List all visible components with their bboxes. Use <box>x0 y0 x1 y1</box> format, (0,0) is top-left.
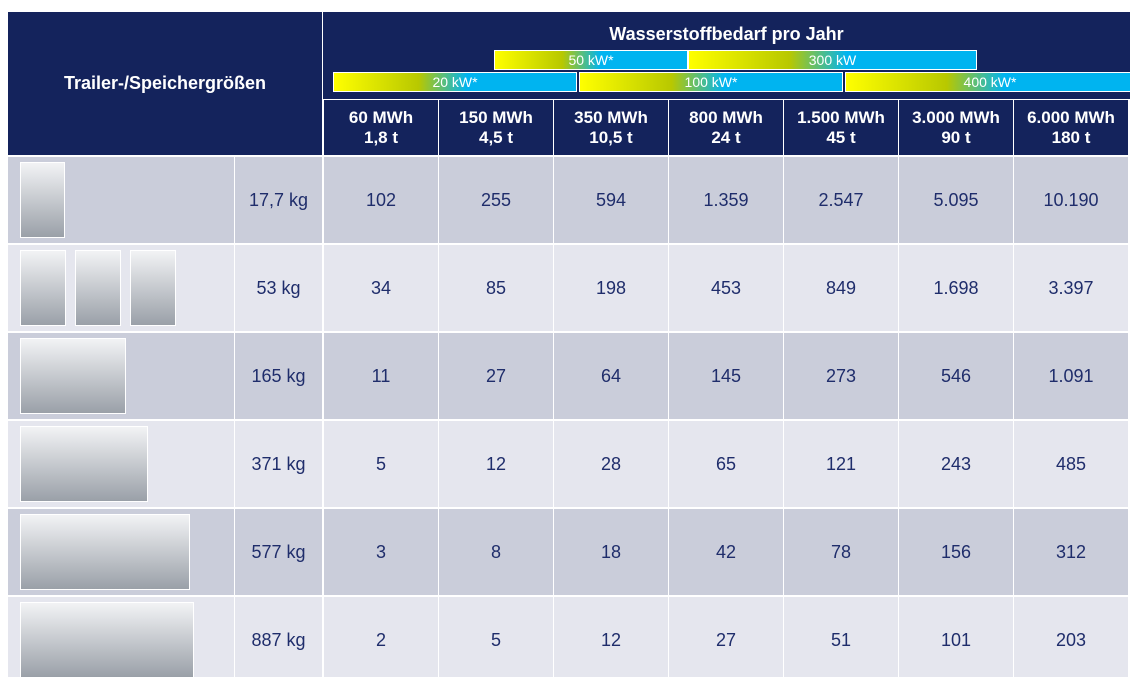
column-header-line: 90 t <box>941 128 970 148</box>
value-cell: 10.190 <box>1014 157 1128 243</box>
demand-title: Wasserstoffbedarf pro Jahr <box>323 24 1130 45</box>
weight-cell: 887 kg <box>235 597 322 677</box>
value-cell: 28 <box>554 421 668 507</box>
value-cell: 101 <box>899 597 1013 677</box>
value-cell: 11 <box>324 333 438 419</box>
column-header-line: 1.500 MWh <box>797 108 885 128</box>
column-header-line: 350 MWh <box>574 108 648 128</box>
weight-cell: 371 kg <box>235 421 322 507</box>
value-cell: 34 <box>324 245 438 331</box>
storage-image <box>20 426 148 502</box>
value-cell: 3.397 <box>1014 245 1128 331</box>
value-cell: 121 <box>784 421 898 507</box>
value-cell: 546 <box>899 333 1013 419</box>
weight-cell: 577 kg <box>235 509 322 595</box>
value-cell: 5 <box>439 597 553 677</box>
value-cell: 42 <box>669 509 783 595</box>
value-cell: 203 <box>1014 597 1128 677</box>
page: Trailer-/Speichergrößen Wasserstoffbedar… <box>0 0 1130 677</box>
value-cell: 51 <box>784 597 898 677</box>
column-header-line: 180 t <box>1052 128 1091 148</box>
value-cell: 849 <box>784 245 898 331</box>
value-cell: 27 <box>439 333 553 419</box>
column-header-line: 150 MWh <box>459 108 533 128</box>
value-cell: 18 <box>554 509 668 595</box>
value-cell: 12 <box>439 421 553 507</box>
value-cell: 27 <box>669 597 783 677</box>
value-cell: 8 <box>439 509 553 595</box>
value-cell: 485 <box>1014 421 1128 507</box>
value-cell: 198 <box>554 245 668 331</box>
power-band: 100 kW* <box>579 72 843 92</box>
weight-cell: 53 kg <box>235 245 322 331</box>
value-cell: 255 <box>439 157 553 243</box>
value-cell: 1.091 <box>1014 333 1128 419</box>
column-header-line: 60 MWh <box>349 108 413 128</box>
value-cell: 594 <box>554 157 668 243</box>
column-header-line: 6.000 MWh <box>1027 108 1115 128</box>
value-cell: 273 <box>784 333 898 419</box>
value-cell: 453 <box>669 245 783 331</box>
value-cell: 2.547 <box>784 157 898 243</box>
value-cell: 65 <box>669 421 783 507</box>
storage-image <box>20 250 66 326</box>
value-cell: 64 <box>554 333 668 419</box>
power-band: 20 kW* <box>333 72 577 92</box>
column-header-line: 45 t <box>826 128 855 148</box>
column-header-line: 10,5 t <box>589 128 632 148</box>
value-cell: 243 <box>899 421 1013 507</box>
power-band: 50 kW* <box>494 50 688 70</box>
value-cell: 1.359 <box>669 157 783 243</box>
power-band: 300 kW <box>688 50 977 70</box>
column-header-line: 800 MWh <box>689 108 763 128</box>
column-header-line: 4,5 t <box>479 128 513 148</box>
row-label-header: Trailer-/Speichergrößen <box>8 12 322 155</box>
weight-cell: 17,7 kg <box>235 157 322 243</box>
value-cell: 12 <box>554 597 668 677</box>
column-header-line: 24 t <box>711 128 740 148</box>
storage-image <box>20 602 194 677</box>
value-cell: 3 <box>324 509 438 595</box>
value-cell: 145 <box>669 333 783 419</box>
power-band: 400 kW* <box>845 72 1130 92</box>
weight-cell: 165 kg <box>235 333 322 419</box>
value-cell: 312 <box>1014 509 1128 595</box>
storage-image <box>20 162 65 238</box>
storage-image <box>20 338 126 414</box>
value-cell: 78 <box>784 509 898 595</box>
storage-image <box>20 514 190 590</box>
column-header-line: 3.000 MWh <box>912 108 1000 128</box>
storage-image <box>75 250 121 326</box>
value-cell: 2 <box>324 597 438 677</box>
value-cell: 1.698 <box>899 245 1013 331</box>
value-cell: 156 <box>899 509 1013 595</box>
column-header-line: 1,8 t <box>364 128 398 148</box>
value-cell: 102 <box>324 157 438 243</box>
value-cell: 5.095 <box>899 157 1013 243</box>
value-cell: 85 <box>439 245 553 331</box>
storage-image <box>130 250 176 326</box>
value-cell: 5 <box>324 421 438 507</box>
